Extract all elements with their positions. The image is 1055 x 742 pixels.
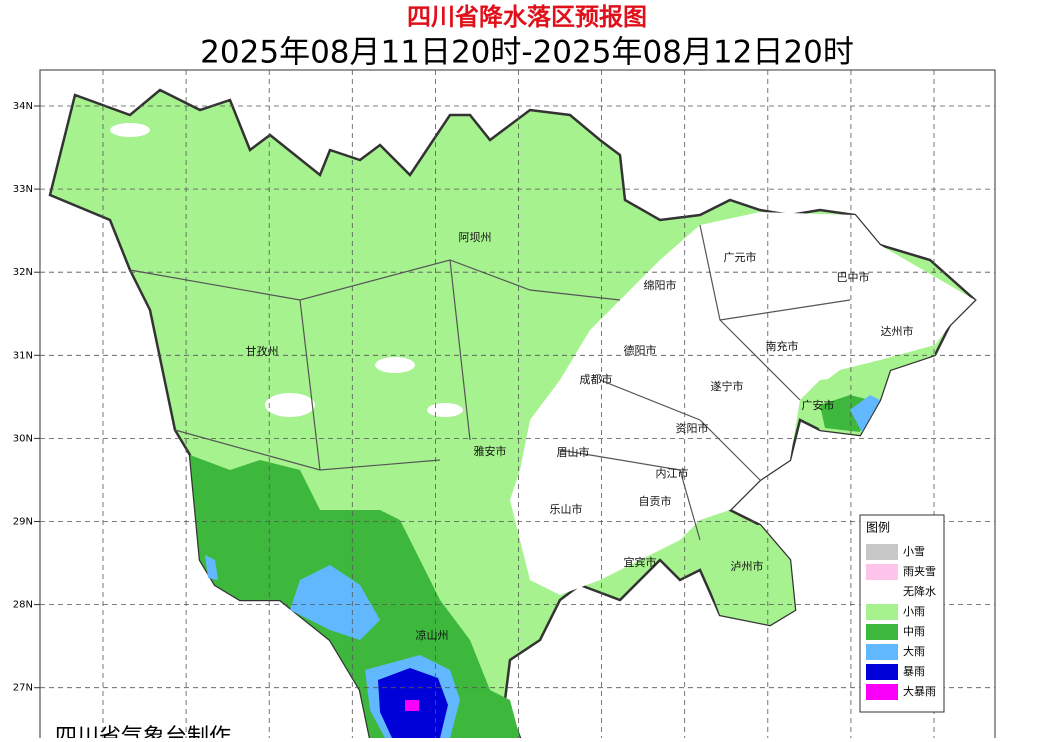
region-label: 资阳市: [676, 421, 709, 435]
legend-label: 中雨: [903, 625, 925, 638]
legend-title: 图例: [866, 521, 890, 535]
legend-swatch: [866, 584, 898, 600]
region-label: 巴中市: [837, 270, 870, 284]
region-label: 成都市: [580, 372, 613, 386]
footer: 四川省气象台制作: [55, 725, 231, 738]
legend-swatch: [866, 564, 898, 580]
legend-swatch: [866, 664, 898, 680]
region-label: 广元市: [724, 250, 757, 264]
province: [48, 88, 977, 740]
lat-label: 34N: [13, 101, 33, 112]
legend-swatch: [866, 604, 898, 620]
legend-label: 无降水: [903, 584, 936, 598]
legend-label: 大雨: [903, 644, 925, 658]
title: 四川省降水落区预报图: [407, 3, 647, 31]
region-label: 雅安市: [474, 444, 507, 458]
legend-swatch: [866, 644, 898, 660]
region-label: 达州市: [881, 324, 914, 338]
region-label: 绵阳市: [644, 278, 677, 292]
lat-label: 33N: [13, 184, 33, 195]
region-label: 乐山市: [550, 502, 583, 516]
legend-label: 雨夹雪: [903, 565, 936, 578]
region-label: 甘孜州: [246, 344, 279, 358]
region-label: 眉山市: [557, 445, 590, 459]
region-label: 泸州市: [731, 559, 764, 573]
lat-label: 28N: [13, 600, 33, 611]
legend-label: 小雨: [903, 605, 925, 618]
region-label: 广安市: [802, 398, 835, 412]
legend-swatch: [866, 624, 898, 640]
region-label: 遂宁市: [711, 379, 744, 393]
legend-label: 暴雨: [903, 665, 925, 678]
legend-swatch: [866, 544, 898, 560]
legend-label: 大暴雨: [903, 684, 936, 698]
region-label: 内江市: [656, 466, 689, 480]
legend-swatch: [866, 684, 898, 700]
lat-label: 29N: [13, 517, 33, 528]
lat-label: 27N: [13, 683, 33, 694]
region-label: 自贡市: [639, 494, 672, 508]
region-label: 凉山州: [416, 628, 449, 642]
lat-label: 32N: [13, 267, 33, 278]
graticule: 34N 33N 32N 31N 30N 29N 28N 27N: [13, 70, 995, 738]
legend-label: 小雪: [903, 545, 925, 558]
region-label: 德阳市: [624, 343, 657, 357]
lat-label: 31N: [13, 350, 33, 361]
lat-label: 30N: [13, 433, 33, 444]
region-label: 南充市: [766, 339, 799, 353]
subtitle: 2025年08月11日20时-2025年08月12日20时: [200, 35, 854, 71]
region-label: 阿坝州: [459, 230, 492, 244]
region-label: 宜宾市: [624, 555, 657, 569]
